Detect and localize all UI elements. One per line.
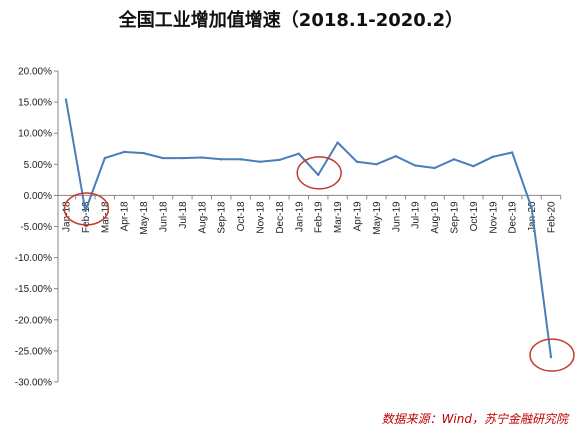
y-tick-label: -10.00%	[15, 253, 52, 264]
x-tick-label: Jul-18	[178, 201, 189, 229]
data-point	[181, 156, 184, 160]
x-tick-label: May-19	[372, 201, 383, 235]
y-tick-label: -30.00%	[15, 378, 52, 389]
y-tick-label: 0.00%	[24, 191, 52, 202]
x-tick-label: Jan-19	[294, 201, 305, 232]
data-point	[123, 150, 126, 154]
data-point	[142, 151, 145, 155]
data-point	[297, 152, 300, 155]
y-tick-label: -15.00%	[15, 284, 52, 295]
x-tick-label: Feb-20	[547, 201, 558, 233]
y-tick-label: -5.00%	[20, 222, 52, 233]
data-point	[530, 206, 533, 210]
data-point	[491, 155, 494, 159]
data-point	[200, 156, 203, 159]
y-tick-label: 10.00%	[18, 129, 52, 140]
x-tick-label: Jun-19	[391, 201, 402, 232]
x-tick-label: Dec-18	[275, 201, 286, 234]
x-tick-label: Oct-19	[469, 201, 480, 231]
y-tick-label: -20.00%	[15, 315, 52, 326]
x-tick-label: Aug-18	[197, 201, 208, 234]
y-tick-label: 20.00%	[18, 67, 52, 78]
x-tick-label: Nov-18	[256, 201, 267, 234]
x-tick-label: Apr-18	[120, 201, 131, 231]
data-point	[84, 209, 87, 213]
y-axis: 20.00% 15.00% 10.00% 5.00% 0.00% -5.00% -10.00…	[15, 67, 59, 389]
x-tick-label: Aug-19	[430, 201, 441, 234]
x-tick-label: Dec-19	[508, 201, 519, 234]
data-point	[355, 160, 359, 164]
y-tick-label: 15.00%	[18, 98, 52, 109]
series-layer	[64, 98, 553, 359]
y-tick-label: 5.00%	[24, 160, 52, 171]
series-line	[65, 99, 552, 358]
x-tick-label: Feb-19	[314, 201, 325, 233]
x-tick-label: Jul-19	[411, 201, 422, 229]
data-point	[375, 163, 378, 166]
data-point	[239, 158, 242, 161]
source-note: 数据来源：Wind，苏宁金融研究院	[381, 412, 568, 426]
highlight-circle	[296, 156, 342, 190]
data-point	[220, 158, 223, 161]
y-tick-label: -25.00%	[15, 346, 52, 357]
data-point	[103, 156, 107, 160]
x-tick-label: Feb-18	[81, 201, 92, 233]
x-axis: Jan-18 Feb-18 Mar-18 Apr-18 May-18 Jun-18 Jul-…	[58, 194, 562, 235]
data-point	[549, 355, 553, 359]
data-point	[511, 151, 514, 154]
data-point	[64, 98, 68, 101]
x-tick-label: Sep-18	[217, 201, 228, 234]
data-point	[161, 156, 165, 160]
highlight-circle	[63, 192, 110, 226]
x-tick-label: Nov-19	[488, 201, 499, 234]
data-point	[433, 166, 436, 170]
x-tick-label: Oct-18	[236, 201, 247, 231]
data-point	[452, 158, 456, 161]
data-point	[278, 158, 281, 162]
data-point	[336, 141, 339, 144]
x-tick-label: May-18	[139, 201, 150, 235]
highlight-circle	[529, 338, 575, 372]
highlight-layer	[63, 156, 575, 372]
x-tick-label: Sep-19	[450, 201, 461, 234]
chart-title: 全国工业增加值增速（2018.1-2020.2）	[118, 10, 464, 31]
x-tick-label: Mar-19	[333, 201, 344, 233]
data-point	[472, 164, 475, 168]
data-point	[414, 164, 417, 167]
data-point	[258, 160, 262, 164]
data-point	[394, 155, 397, 158]
data-point	[317, 173, 320, 177]
x-tick-label: Jun-18	[159, 201, 170, 232]
x-tick-label: Apr-19	[353, 201, 364, 231]
